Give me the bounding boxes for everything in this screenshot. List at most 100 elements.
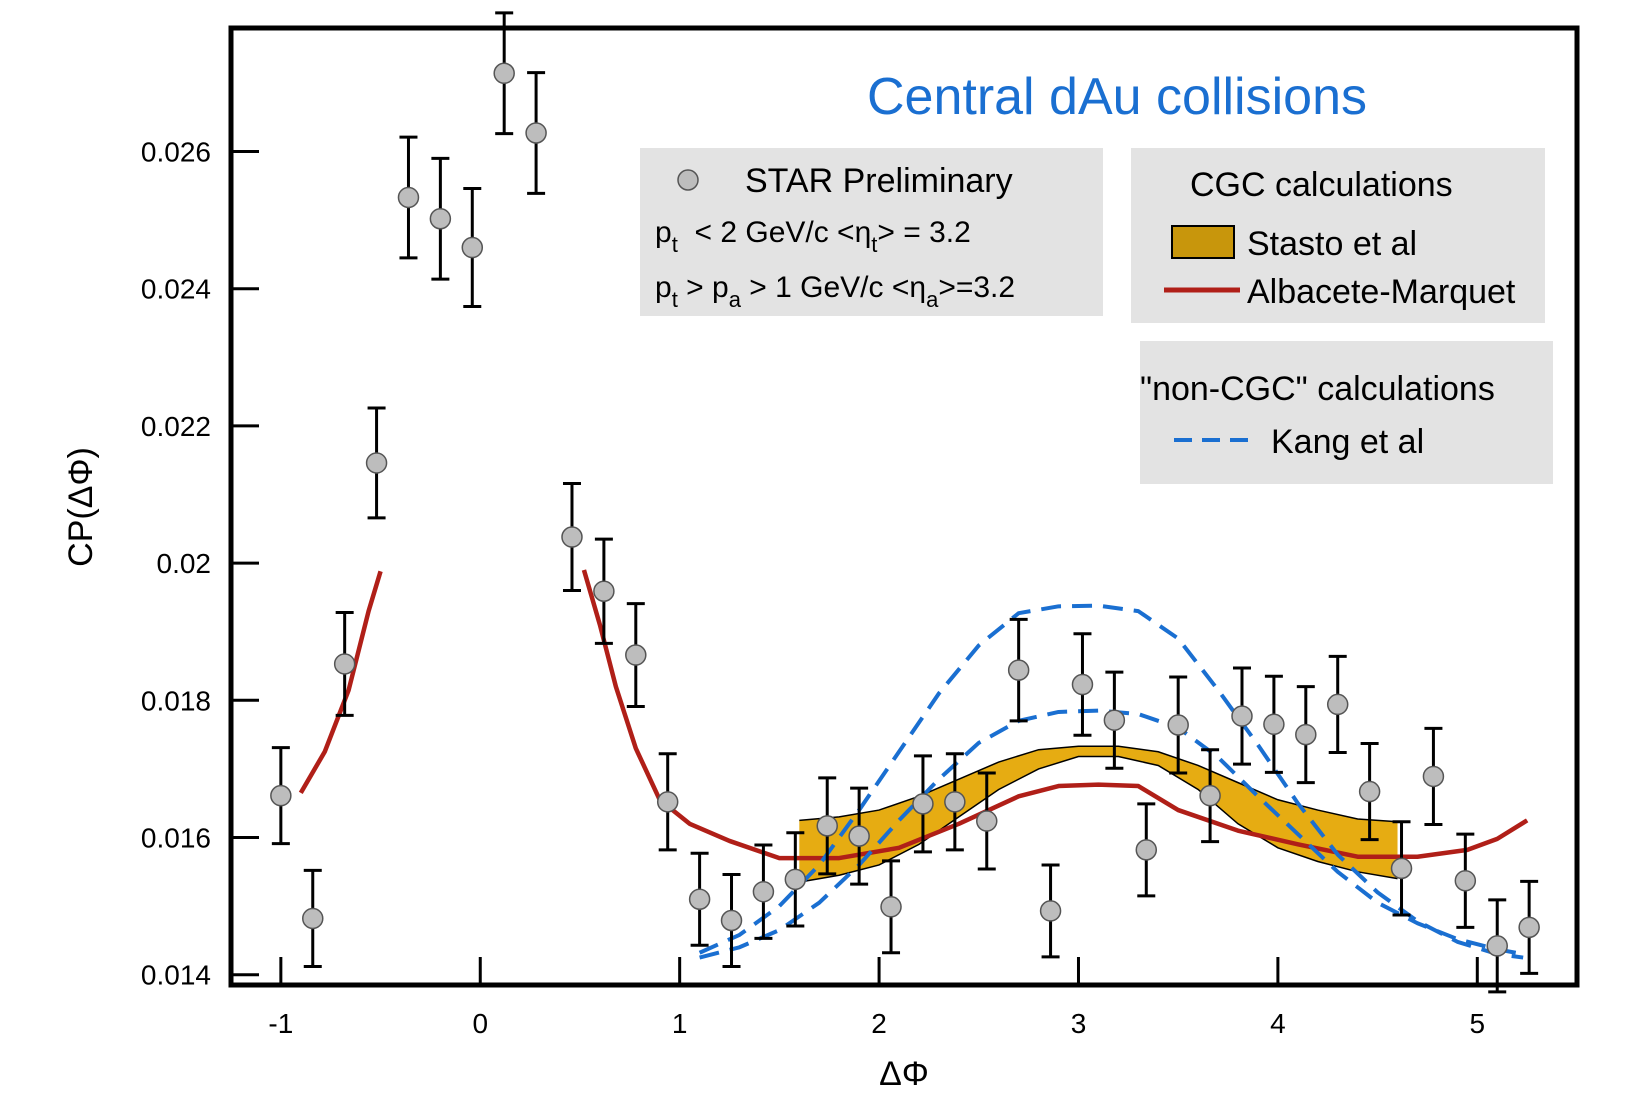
- cgc-legend: CGC calculations Stasto et al Albacete-M…: [1131, 148, 1545, 323]
- legend-kang-label: Kang et al: [1271, 423, 1424, 461]
- noncgc-legend: "non-CGC" calculations Kang et al: [1140, 341, 1553, 484]
- data-point-group: [656, 752, 679, 852]
- data-point: [912, 793, 934, 815]
- data-point: [333, 653, 356, 675]
- x-tick-label: 5: [1470, 1008, 1486, 1039]
- kang-line: [698, 603, 1524, 960]
- data-point-group: [944, 752, 966, 852]
- data-point-group: [365, 406, 388, 520]
- data-point-group: [1263, 674, 1285, 774]
- data-point: [1103, 709, 1126, 731]
- legend-stasto-swatch: [1171, 225, 1235, 259]
- data-point: [1039, 900, 1062, 922]
- data-point-group: [1071, 632, 1094, 737]
- data-point-group: [880, 859, 902, 955]
- data-legend-box: [640, 148, 1103, 316]
- data-point: [561, 526, 583, 548]
- data-point-group: [561, 482, 583, 593]
- data-legend: STAR Preliminary pt < 2 GeV/c <ηt> = 3.2…: [640, 148, 1103, 316]
- data-point-group: [1422, 726, 1445, 826]
- x-tick-label: -1: [268, 1008, 293, 1039]
- data-point-group: [1007, 617, 1030, 723]
- data-point: [816, 815, 838, 837]
- y-tick-label: 0.014: [141, 960, 211, 991]
- data-point-group: [333, 610, 356, 717]
- data-point-group: [1295, 685, 1317, 785]
- y-tick-label: 0.016: [141, 823, 211, 854]
- data-point: [1071, 673, 1094, 696]
- y-tick-label: 0.018: [141, 685, 211, 716]
- noncgc-legend-box: [1140, 341, 1553, 484]
- data-point: [397, 186, 420, 209]
- data-point: [1295, 723, 1317, 746]
- x-axis-label: ΔΦ: [879, 1055, 929, 1093]
- y-tick-label: 0.02: [157, 548, 212, 579]
- data-point-group: [1103, 670, 1126, 770]
- data-point-group: [1167, 675, 1189, 775]
- data-point-group: [429, 156, 452, 281]
- data-point: [525, 122, 547, 144]
- data-point: [752, 880, 775, 903]
- albacete-line: [581, 569, 1529, 861]
- y-tick-label: 0.024: [141, 274, 211, 305]
- data-point: [593, 580, 615, 602]
- data-point: [493, 62, 515, 85]
- x-tick-label: 0: [472, 1008, 488, 1039]
- data-point: [848, 825, 870, 847]
- data-point-group: [1486, 898, 1508, 994]
- data-point: [944, 791, 966, 813]
- data-point: [1135, 839, 1158, 861]
- data-point: [784, 868, 807, 891]
- data-point: [688, 888, 711, 910]
- data-point-group: [1326, 654, 1349, 754]
- data-point-group: [1231, 666, 1253, 766]
- data-point-group: [720, 873, 743, 968]
- data-point-group: [1358, 742, 1381, 842]
- data-point: [1199, 784, 1221, 807]
- data-point-group: [816, 776, 838, 876]
- data-point: [1390, 857, 1413, 880]
- legend-albacete-label: Albacete-Marquet: [1247, 273, 1516, 311]
- data-point-group: [461, 187, 484, 309]
- x-tick-label: 3: [1071, 1008, 1087, 1039]
- data-point-group: [752, 843, 775, 940]
- legend-star-marker: [677, 169, 699, 191]
- data-point-group: [1199, 748, 1221, 844]
- data-point: [1358, 780, 1381, 803]
- stasto-band-lower-edge: [799, 755, 1398, 883]
- data-point-group: [848, 786, 870, 886]
- data-point-group: [525, 71, 547, 195]
- data-point: [1486, 935, 1508, 957]
- data-point-group: [784, 831, 807, 928]
- data-point: [1326, 693, 1349, 716]
- chart-title: Central dAu collisions: [867, 68, 1367, 126]
- data-point-group: [593, 537, 615, 645]
- data-point-group: [493, 11, 515, 136]
- data-point: [1518, 916, 1540, 939]
- data-point: [302, 907, 324, 930]
- data-points-layer: [270, 11, 1540, 994]
- albacete-line: [298, 570, 383, 795]
- data-point: [1422, 765, 1445, 788]
- data-point: [1167, 714, 1189, 736]
- data-point-group: [1135, 802, 1158, 898]
- data-point-group: [270, 746, 292, 846]
- data-point-group: [1039, 863, 1062, 959]
- data-point-group: [1454, 832, 1477, 929]
- legend-star-label: STAR Preliminary: [745, 162, 1013, 200]
- data-point: [365, 452, 388, 474]
- cgc-legend-title: CGC calculations: [1190, 166, 1453, 204]
- x-tick-label: 1: [672, 1008, 688, 1039]
- y-axis-label: CP(ΔΦ): [62, 447, 100, 567]
- data-point: [880, 896, 902, 918]
- data-point: [656, 791, 679, 813]
- x-tick-label: 2: [871, 1008, 887, 1039]
- noncgc-legend-title: "non-CGC" calculations: [1140, 370, 1495, 408]
- data-point-group: [688, 851, 711, 947]
- data-point: [270, 784, 292, 807]
- y-tick-label: 0.026: [141, 136, 211, 167]
- data-point-group: [1390, 820, 1413, 917]
- axis-ticks-layer: -1 0 1 2 3 4 5 0.014 0.016 0.018 0.02 0.022 0.024 0.0…: [141, 136, 1485, 1039]
- data-point-group: [302, 868, 324, 968]
